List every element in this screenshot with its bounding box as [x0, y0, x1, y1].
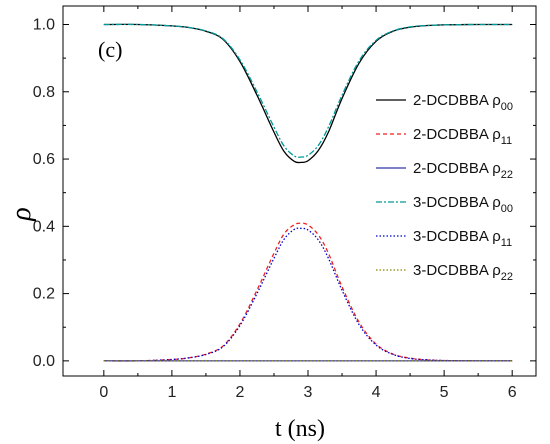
y-tick-label: 0.8 — [33, 84, 55, 101]
legend: 2-DCDBBA ρ00 2-DCDBBA ρ11 2-DCDBBA ρ22 3-DC… — [376, 92, 513, 283]
panel-label: (c) — [98, 37, 122, 62]
y-tick-label: 0.0 — [33, 353, 55, 370]
x-tick-label: 4 — [372, 384, 381, 401]
series-curves — [103, 23, 513, 362]
x-tick-label: 6 — [508, 384, 517, 401]
x-tick-label: 5 — [440, 384, 449, 401]
x-axis-title: t (ns) — [275, 416, 325, 442]
series-line-5 — [103, 227, 513, 362]
y-tick-label: 0.6 — [33, 151, 55, 168]
plot-frame — [62, 5, 537, 377]
legend-label-6: 3-DCDBBA ρ22 — [413, 262, 513, 283]
x-tick-label: 3 — [304, 384, 313, 401]
legend-label-4: 3-DCDBBA ρ00 — [413, 194, 513, 215]
y-tick-label: 0.2 — [33, 286, 55, 303]
y-tick-label: 1.0 — [33, 17, 55, 34]
y-tick-label: 0.4 — [33, 218, 55, 235]
legend-label-5: 3-DCDBBA ρ11 — [413, 228, 512, 249]
series-line-4 — [103, 23, 513, 158]
x-tick-label: 0 — [99, 384, 108, 401]
x-axis-ticks: 0 1 2 3 4 5 6 — [99, 6, 517, 401]
legend-label-2: 2-DCDBBA ρ11 — [413, 126, 512, 147]
x-tick-label: 2 — [235, 384, 244, 401]
legend-label-3: 2-DCDBBA ρ22 — [413, 160, 513, 181]
legend-label-1: 2-DCDBBA ρ00 — [413, 92, 513, 113]
y-axis-ticks: 0.0 0.2 0.4 0.6 0.8 1.0 — [33, 17, 536, 370]
x-tick-label: 1 — [167, 384, 176, 401]
y-axis-title: ρ — [6, 207, 37, 221]
series-line-2 — [103, 222, 513, 362]
